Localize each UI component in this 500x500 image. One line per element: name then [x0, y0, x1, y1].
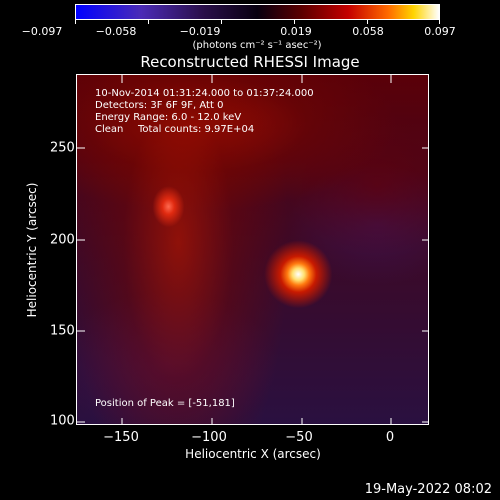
y-tick-label: 150 [50, 323, 75, 339]
y-axis-label: Heliocentric Y (arcsec) [25, 182, 39, 318]
colorbar-tick-label: −0.058 [95, 25, 137, 38]
y-tick-label: 200 [50, 232, 75, 248]
info-method: Clean [95, 124, 124, 135]
colorbar-tick-label: 0.058 [352, 25, 384, 38]
colorbar-tick-label: 0.019 [280, 25, 312, 38]
colorbar-tick-label: −0.097 [21, 25, 63, 38]
colorbar-tick [75, 20, 76, 24]
colorbar-tick [221, 20, 222, 24]
image-plot: 10-Nov-2014 01:31:24.000 to 01:37:24.000… [76, 74, 429, 425]
colorbar-tick [148, 20, 149, 24]
plot-title: Reconstructed RHESSI Image [140, 53, 360, 71]
x-tick-label: −50 [285, 430, 313, 445]
colorbar-tick [367, 20, 368, 24]
info-energy-range: Energy Range: 6.0 - 12.0 keV [95, 112, 242, 123]
colorbar-units: (photons cm⁻² s⁻¹ asec⁻²) [192, 40, 322, 51]
colorbar-tick [439, 20, 440, 24]
plot-timestamp: 19-May-2022 08:02 [364, 482, 492, 497]
colorbar-tick-label: −0.019 [179, 25, 221, 38]
reconstructed-image [77, 75, 428, 424]
info-total-counts: Total counts: 9.97E+04 [138, 124, 255, 135]
x-tick-label: 0 [385, 430, 395, 445]
x-axis-label: Heliocentric X (arcsec) [185, 447, 321, 461]
info-time-range: 10-Nov-2014 01:31:24.000 to 01:37:24.000 [95, 88, 314, 99]
colorbar-tick [294, 20, 295, 24]
y-tick-label: 250 [50, 140, 75, 156]
peak-position: Position of Peak = [-51,181] [95, 398, 235, 409]
colorbar-tick-label: 0.097 [424, 25, 456, 38]
info-detectors: Detectors: 3F 6F 9F, Att 0 [95, 100, 224, 111]
colorbar [75, 4, 440, 20]
x-tick-label: −150 [103, 430, 139, 445]
axis-ticks [77, 75, 428, 424]
y-tick-label: 100 [50, 413, 75, 429]
x-tick-label: −100 [191, 430, 227, 445]
